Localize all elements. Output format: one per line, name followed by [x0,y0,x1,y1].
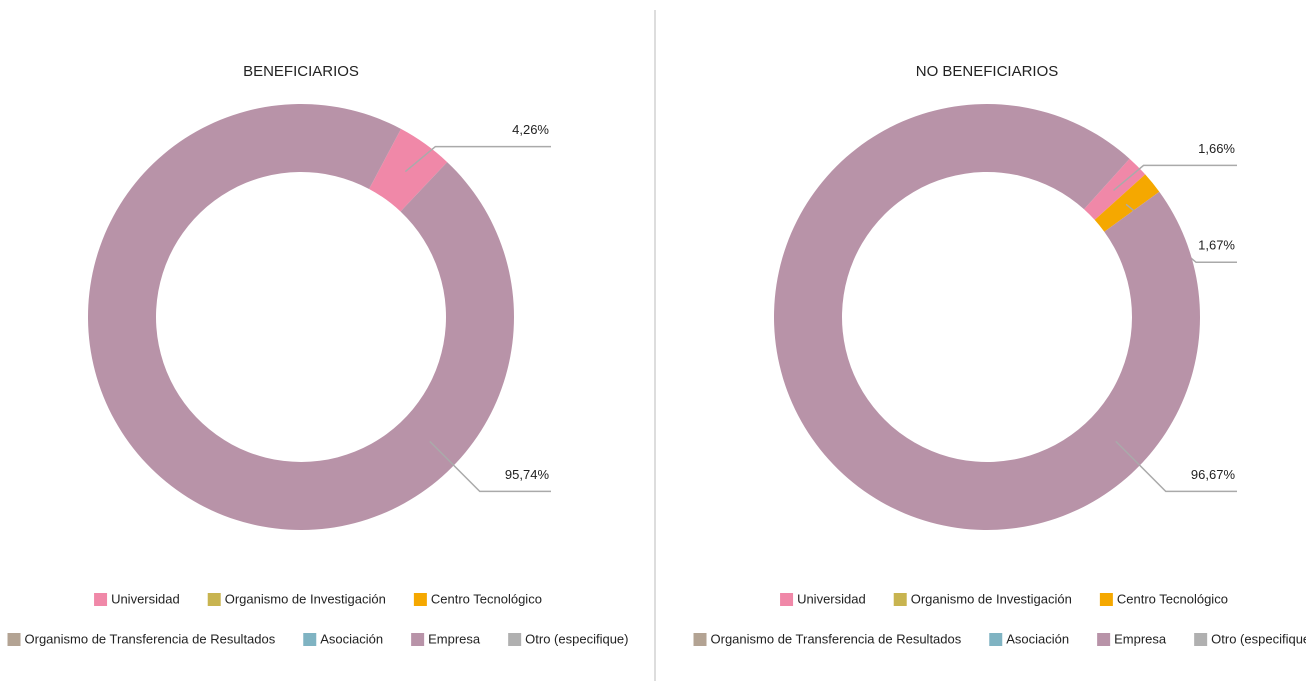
legend-label: Empresa [1114,631,1167,646]
chart-title: BENEFICIARIOS [243,63,359,80]
legend-swatch [893,593,907,606]
donut-slice [774,104,1201,531]
legend-label: Asociación [1006,631,1069,646]
legend-swatch [7,633,21,646]
legend-swatch [1194,633,1208,646]
legend-swatch [413,593,427,606]
legend-swatch [693,633,707,646]
data-label: 1,66% [1198,141,1235,156]
legend-label: Centro Tecnológico [431,591,542,606]
data-label: 95,74% [505,467,550,482]
legend-label: Otro (especifique) [525,631,628,646]
legend-label: Universidad [111,591,180,606]
leader-line [404,145,551,173]
legend-label: Otro (especifique) [1211,631,1306,646]
legend-label: Empresa [428,631,481,646]
legend-swatch [1097,633,1111,646]
leader-line [429,440,551,493]
donut-slice [1094,174,1160,232]
legend-label: Organismo de Investigación [225,591,386,606]
legend-swatch [411,633,425,646]
legend-swatch [1099,593,1113,606]
legend-label: Universidad [797,591,866,606]
legend-label: Centro Tecnológico [1117,591,1228,606]
legend-swatch [780,593,794,606]
data-label: 1,67% [1198,238,1235,253]
legend-swatch [303,633,317,646]
data-label: 4,26% [512,122,549,137]
legend-label: Organismo de Investigación [911,591,1072,606]
legend-label: Organismo de Transferencia de Resultados [25,631,276,646]
chart-title: NO BENEFICIARIOS [916,63,1059,80]
legend-swatch [989,633,1003,646]
legend-swatch [94,593,108,606]
legend-swatch [207,593,221,606]
data-label: 96,67% [1191,467,1236,482]
donut-slice [87,103,514,531]
leader-line [1115,440,1237,493]
leader-line [1113,164,1237,191]
legend-swatch [508,633,522,646]
legend-label: Asociación [320,631,383,646]
legend-label: Organismo de Transferencia de Resultados [711,631,962,646]
